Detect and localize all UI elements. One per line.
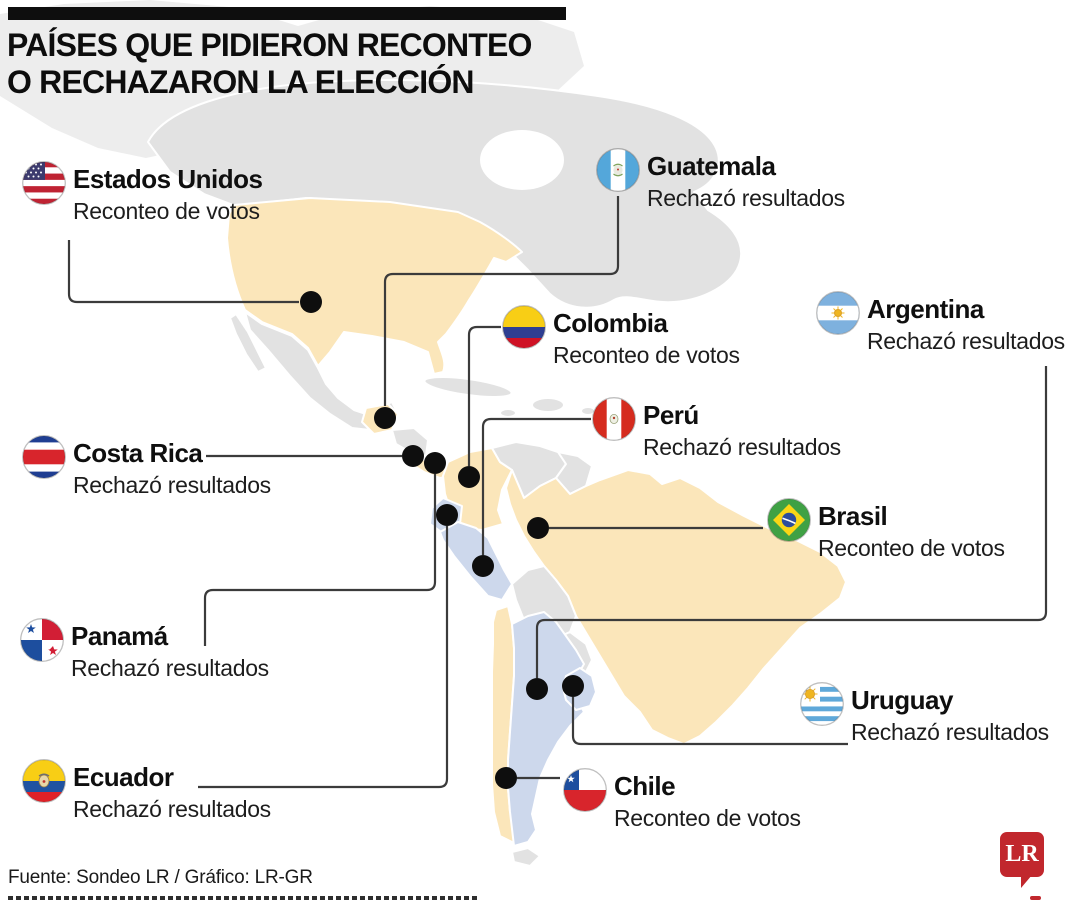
- country-label-colombia: Colombia Reconteo de votos: [502, 305, 740, 369]
- country-label-estados-unidos: Estados Unidos Reconteo de votos: [22, 161, 263, 225]
- flag-costa-rica-icon: [22, 435, 66, 479]
- country-label-peru: Perú Rechazó resultados: [592, 397, 841, 461]
- leader-line-peru: [481, 417, 591, 555]
- flag-panama-icon: [20, 618, 64, 662]
- map-marker-brasil: [527, 517, 549, 539]
- map-hudson-bay: [480, 130, 564, 190]
- country-name: Colombia: [553, 308, 668, 338]
- country-status: Rechazó resultados: [73, 796, 271, 823]
- lr-logo: LR: [1000, 832, 1044, 877]
- flag-peru-icon: [592, 397, 636, 441]
- country-name: Uruguay: [851, 685, 953, 715]
- country-name: Ecuador: [73, 762, 174, 792]
- flag-colombia-icon: [502, 305, 546, 349]
- map-marker-costa-rica: [402, 445, 424, 467]
- country-label-uruguay: Uruguay Rechazó resultados: [800, 682, 1049, 746]
- title-bar-rule: [8, 7, 566, 20]
- flag-uruguay-icon: [800, 682, 844, 726]
- country-label-argentina: Argentina Rechazó resultados: [816, 291, 1065, 355]
- country-name: Brasil: [818, 501, 888, 531]
- country-status: Reconteo de votos: [553, 342, 740, 369]
- country-status: Rechazó resultados: [647, 185, 845, 212]
- country-status: Reconteo de votos: [73, 198, 260, 225]
- flag-guatemala-icon: [596, 148, 640, 192]
- country-status: Reconteo de votos: [818, 535, 1005, 562]
- country-name: Costa Rica: [73, 438, 203, 468]
- leader-line-ecuador: [198, 526, 449, 789]
- country-name: Chile: [614, 771, 676, 801]
- lr-logo-tail: [1021, 875, 1032, 888]
- map-country-mexico: [244, 311, 399, 431]
- map-marker-uruguay: [562, 675, 584, 697]
- country-name: Perú: [643, 400, 699, 430]
- map-country-argentina: [507, 611, 585, 847]
- country-label-guatemala: Guatemala Rechazó resultados: [596, 148, 845, 212]
- lr-logo-text: LR: [1005, 841, 1039, 867]
- flag-argentina-icon: [816, 291, 860, 335]
- map-marker-guatemala: [374, 407, 396, 429]
- leader-line-estados-unidos: [67, 240, 299, 304]
- leader-lines: [67, 196, 1048, 789]
- clipped-red-mark: [1030, 896, 1041, 900]
- country-status: Reconteo de votos: [614, 805, 801, 832]
- country-status: Rechazó resultados: [851, 719, 1049, 746]
- country-label-ecuador: Ecuador Rechazó resultados: [22, 759, 271, 823]
- map-marker-ecuador: [436, 504, 458, 526]
- source-credit: Fuente: Sondeo LR / Gráfico: LR-GR: [8, 867, 313, 888]
- flag-ecuador-icon: [22, 759, 66, 803]
- country-name: Estados Unidos: [73, 164, 263, 194]
- country-name: Guatemala: [647, 151, 776, 181]
- flag-chile-icon: [563, 768, 607, 812]
- country-status: Rechazó resultados: [643, 434, 841, 461]
- page-title-line2: O RECHAZARON LA ELECCIÓN: [7, 64, 475, 100]
- page-title-line1: PAÍSES QUE PIDIERON RECONTEO: [7, 27, 532, 63]
- flag-estados-unidos-icon: [22, 161, 66, 205]
- country-label-costa-rica: Costa Rica Rechazó resultados: [22, 435, 271, 499]
- leader-line-uruguay: [571, 697, 848, 746]
- leader-line-panama: [203, 474, 437, 646]
- map-marker-chile: [495, 767, 517, 789]
- map-marker-peru: [472, 555, 494, 577]
- map-marker-colombia: [458, 466, 480, 488]
- map-markers: [300, 291, 584, 789]
- country-status: Rechazó resultados: [73, 472, 271, 499]
- country-name: Argentina: [867, 294, 984, 324]
- country-label-panama: Panamá Rechazó resultados: [20, 618, 269, 682]
- map-baja-california: [229, 313, 267, 373]
- country-label-chile: Chile Reconteo de votos: [563, 768, 801, 832]
- map-marker-argentina: [526, 678, 548, 700]
- flag-brasil-icon: [767, 498, 811, 542]
- map-marker-estados-unidos: [300, 291, 322, 313]
- leader-line-argentina: [535, 366, 1048, 678]
- map-tierra-del-fuego: [511, 847, 541, 867]
- country-name: Panamá: [71, 621, 168, 651]
- country-status: Rechazó resultados: [71, 655, 269, 682]
- map-marker-panama: [424, 452, 446, 474]
- map-country-usa: [226, 197, 523, 375]
- clipped-bottom-text: [8, 896, 480, 900]
- country-label-brasil: Brasil Reconteo de votos: [767, 498, 1005, 562]
- leader-line-colombia: [467, 325, 501, 466]
- country-status: Rechazó resultados: [867, 328, 1065, 355]
- page-title: PAÍSES QUE PIDIERON RECONTEO O RECHAZARO…: [7, 27, 532, 101]
- leader-line-guatemala: [383, 196, 620, 406]
- map-country-canada: [147, 78, 743, 309]
